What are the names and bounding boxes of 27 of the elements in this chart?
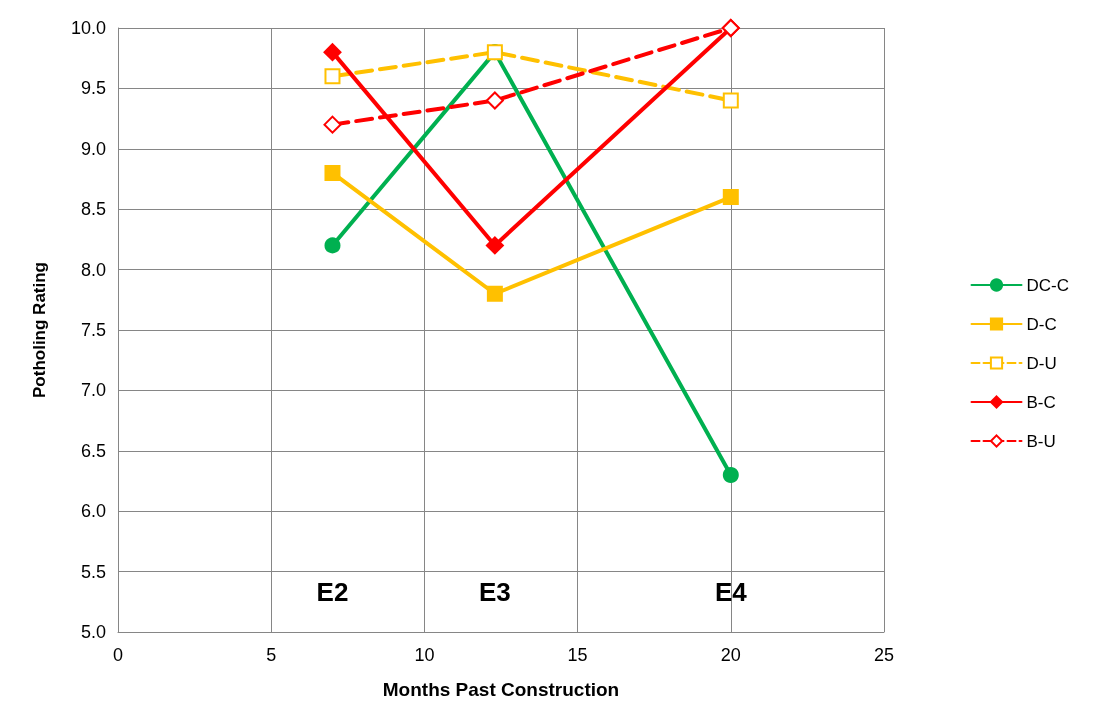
legend-label: D-C <box>1026 314 1057 334</box>
y-tick-label: 8.0 <box>80 259 106 280</box>
legend-label: B-C <box>1026 392 1056 412</box>
annotation: E3 <box>478 577 511 607</box>
x-axis-title: Months Past Construction <box>382 679 620 700</box>
y-tick-label: 5.5 <box>80 561 106 582</box>
y-tick-label: 9.5 <box>80 78 106 99</box>
x-tick-label: 5 <box>266 645 277 665</box>
y-tick-label: 7.5 <box>80 320 106 340</box>
annotation: E2 <box>316 577 349 607</box>
y-tick-label: 7.0 <box>80 380 106 401</box>
legend-label: B-U <box>1026 431 1056 451</box>
x-tick-label: 15 <box>567 645 588 665</box>
legend-label: D-U <box>1026 353 1057 373</box>
y-axis-title: Potholing Rating <box>30 262 49 398</box>
y-tick-label: 6.5 <box>80 440 106 461</box>
annotation: E4 <box>714 577 748 607</box>
y-tick-label: 10.0 <box>70 18 106 38</box>
y-tick-label: 9.0 <box>80 138 106 159</box>
legend-label: DC-C <box>1026 275 1070 295</box>
y-tick-label: 5.0 <box>80 622 106 642</box>
x-tick-label: 0 <box>112 645 124 665</box>
y-tick-label: 6.0 <box>80 501 106 522</box>
y-tick-label: 8.5 <box>80 199 106 220</box>
x-tick-label: 20 <box>720 645 741 665</box>
x-tick-label: 25 <box>873 645 895 665</box>
x-tick-label: 10 <box>414 645 435 665</box>
